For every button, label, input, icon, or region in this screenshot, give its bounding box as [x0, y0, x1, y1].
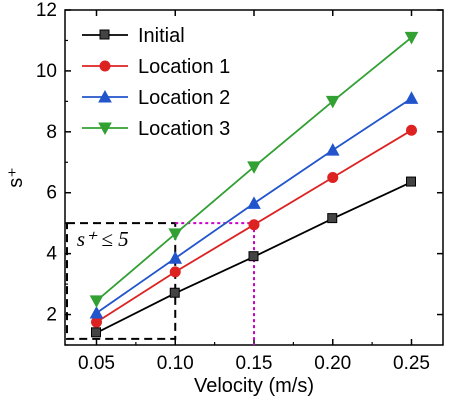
threshold-region-label: s⁺ ≤ 5 — [77, 227, 129, 251]
data-point — [248, 251, 259, 262]
data-point — [98, 89, 112, 103]
data-point — [98, 122, 112, 136]
x-tick-label: 0.25 — [393, 353, 430, 374]
data-point — [168, 228, 183, 241]
legend-label: Location 2 — [138, 87, 230, 109]
data-point — [406, 124, 417, 136]
data-point — [406, 176, 416, 187]
y-axis-title: s⁺ — [5, 167, 27, 188]
data-point — [91, 316, 102, 328]
data-point — [404, 91, 419, 104]
data-point — [404, 31, 419, 45]
legend: Initial Location 1 Location 2 Location 3 — [82, 25, 230, 140]
threshold-region-box — [66, 222, 177, 340]
legend-label: Initial — [138, 25, 185, 47]
series-location-2 — [89, 91, 419, 319]
legend-label: Location 1 — [138, 56, 230, 78]
y-tick-label: 12 — [36, 0, 57, 21]
data-point — [91, 327, 101, 338]
data-point — [325, 95, 340, 109]
data-point — [99, 29, 110, 40]
x-tick-label: 0.20 — [314, 353, 351, 374]
y-tick-label: 4 — [46, 244, 57, 265]
data-point — [169, 287, 180, 298]
legend-label: Location 3 — [138, 118, 230, 140]
series-location-3 — [89, 31, 419, 308]
series-initial — [91, 176, 416, 338]
data-point — [168, 251, 183, 264]
series-location-1 — [91, 124, 417, 328]
data-point — [89, 305, 104, 319]
data-point — [247, 161, 261, 174]
data-point — [327, 213, 338, 224]
y-tick-label: 6 — [46, 183, 57, 204]
data-point — [325, 143, 340, 156]
x-tick-label: 0.05 — [78, 353, 115, 374]
data-point — [247, 196, 261, 209]
y-tick-label: 10 — [36, 61, 57, 82]
data-point — [99, 60, 111, 72]
x-axis-title: Velocity (m/s) — [194, 375, 314, 397]
x-tick-label: 0.10 — [157, 353, 194, 374]
y-tick-label: 8 — [46, 122, 57, 143]
plot-area: 0.05 0.10 0.15 0.20 0.25 2 4 6 8 10 12 s⁺ ≤ 5 Initia… — [36, 0, 444, 374]
data-point — [327, 172, 339, 183]
data-point — [169, 266, 181, 278]
y-tick-label: 2 — [46, 305, 57, 326]
x-tick-label: 0.15 — [236, 353, 273, 374]
data-point — [248, 219, 260, 231]
data-point — [89, 295, 104, 308]
